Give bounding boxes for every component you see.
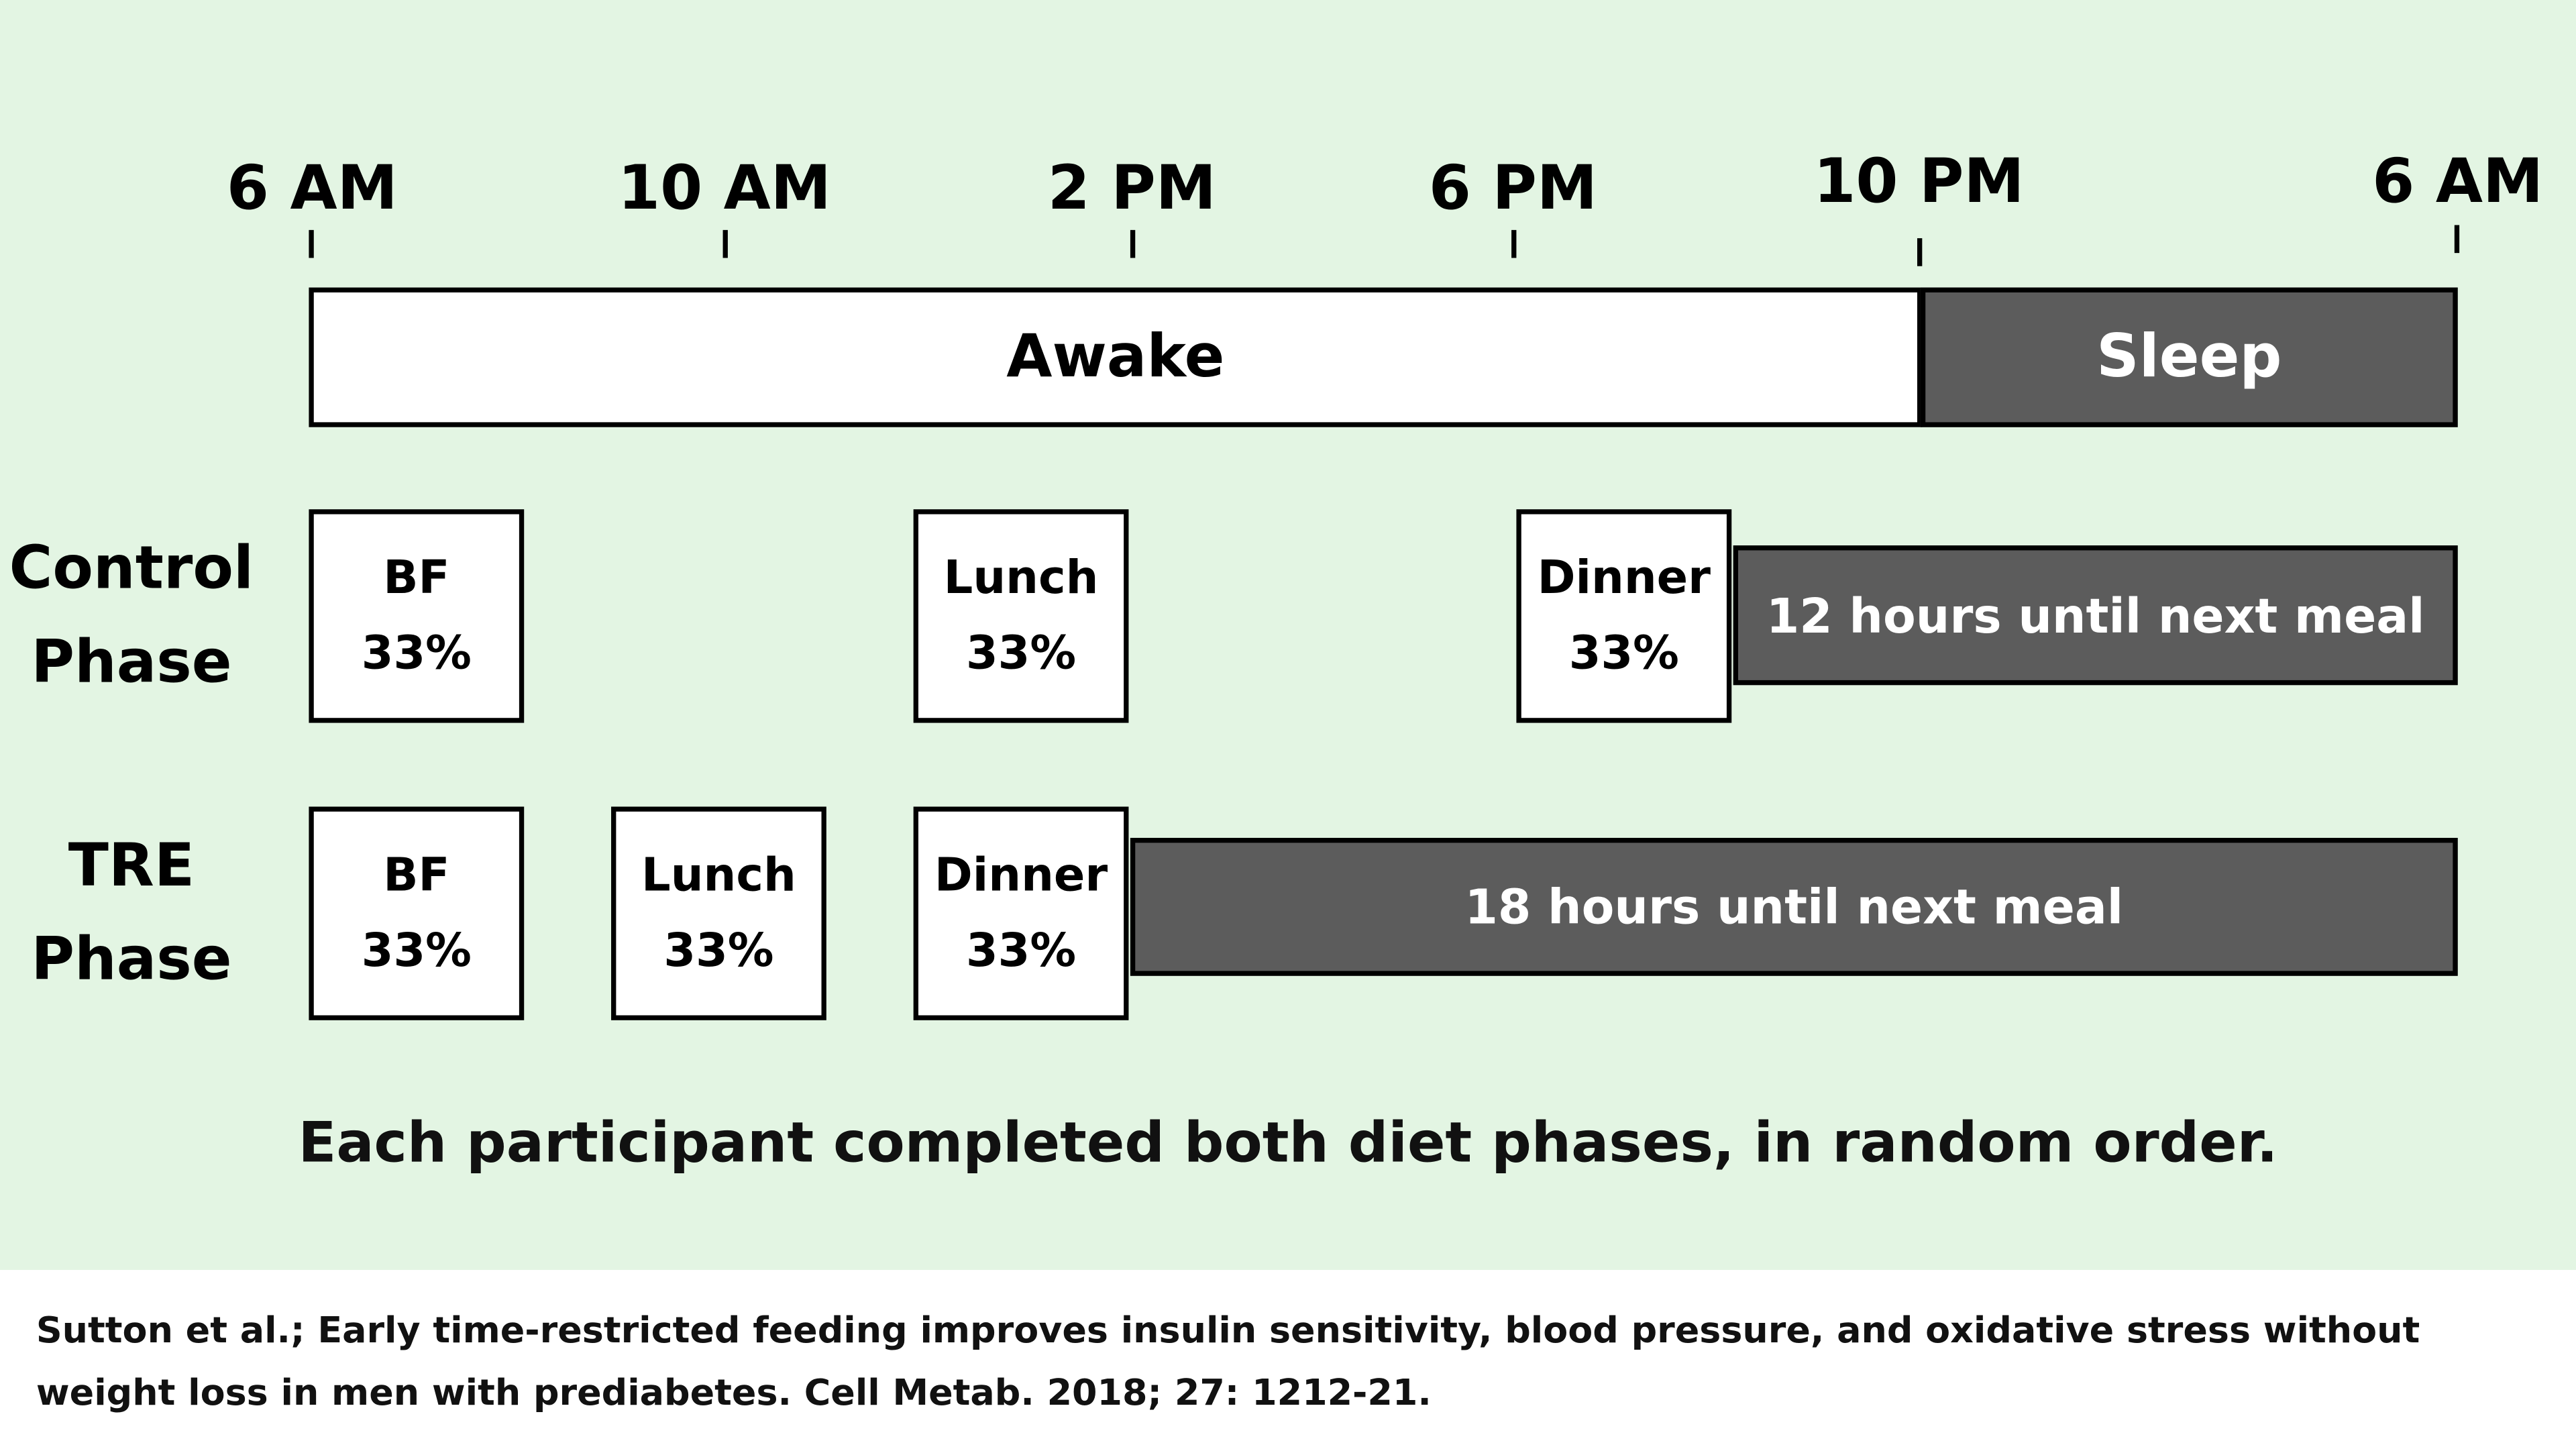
tick-label-10pm: 10 PM	[1813, 146, 2025, 217]
sleep-bar: Sleep	[1920, 287, 2458, 427]
tick-label-6am: 6 AM	[226, 152, 398, 224]
caption: Each participant completed both diet pha…	[298, 1110, 2278, 1177]
tick-mark	[1511, 229, 1517, 258]
control-phase-label: Control Phase	[0, 523, 263, 710]
control-meal-lunch: Lunch 33%	[913, 509, 1129, 723]
control-fast-label: 12 hours until next meal	[1766, 587, 2425, 643]
meal-name: Dinner	[934, 847, 1108, 902]
tre-meal-dinner: Dinner 33%	[913, 806, 1129, 1020]
tre-label-line2: Phase	[31, 926, 232, 994]
meal-name: Lunch	[641, 847, 796, 902]
tre-fast-label: 18 hours until next meal	[1464, 879, 2124, 935]
control-meal-bf: BF 33%	[309, 509, 525, 723]
tick-mark	[722, 229, 728, 258]
control-meal-dinner: Dinner 33%	[1516, 509, 1732, 723]
meal-name: BF	[383, 847, 450, 902]
tick-mark	[1917, 238, 1923, 266]
meal-pct: 33%	[965, 923, 1077, 978]
control-fast-bar: 12 hours until next meal	[1733, 545, 2458, 686]
sleep-label: Sleep	[2096, 323, 2282, 391]
control-label-line2: Phase	[31, 629, 232, 697]
tick-label-6am-next: 6 AM	[2372, 146, 2544, 217]
tre-meal-lunch: Lunch 33%	[611, 806, 826, 1020]
meal-name: Dinner	[1537, 550, 1711, 605]
control-label-line1: Control	[9, 535, 254, 603]
meal-pct: 33%	[361, 626, 472, 680]
meal-name: Lunch	[943, 550, 1099, 605]
awake-bar: Awake	[309, 287, 1923, 427]
tre-label-line1: TRE	[68, 833, 195, 901]
tick-mark	[309, 229, 314, 258]
tick-mark	[2454, 225, 2460, 254]
tick-label-10am: 10 AM	[618, 152, 831, 224]
tre-phase-label: TRE Phase	[0, 820, 263, 1007]
tick-mark	[1130, 229, 1136, 258]
awake-label: Awake	[1006, 323, 1225, 390]
tre-fast-bar: 18 hours until next meal	[1130, 837, 2458, 976]
meal-pct: 33%	[1568, 626, 1679, 680]
citation: Sutton et al.; Early time-restricted fee…	[36, 1311, 2420, 1415]
meal-pct: 33%	[361, 923, 472, 978]
meal-pct: 33%	[663, 923, 774, 978]
tre-meal-bf: BF 33%	[309, 806, 525, 1020]
meal-name: BF	[383, 550, 450, 605]
tick-label-6pm: 6 PM	[1428, 152, 1598, 224]
meal-pct: 33%	[965, 626, 1077, 680]
tick-label-2pm: 2 PM	[1047, 152, 1216, 224]
